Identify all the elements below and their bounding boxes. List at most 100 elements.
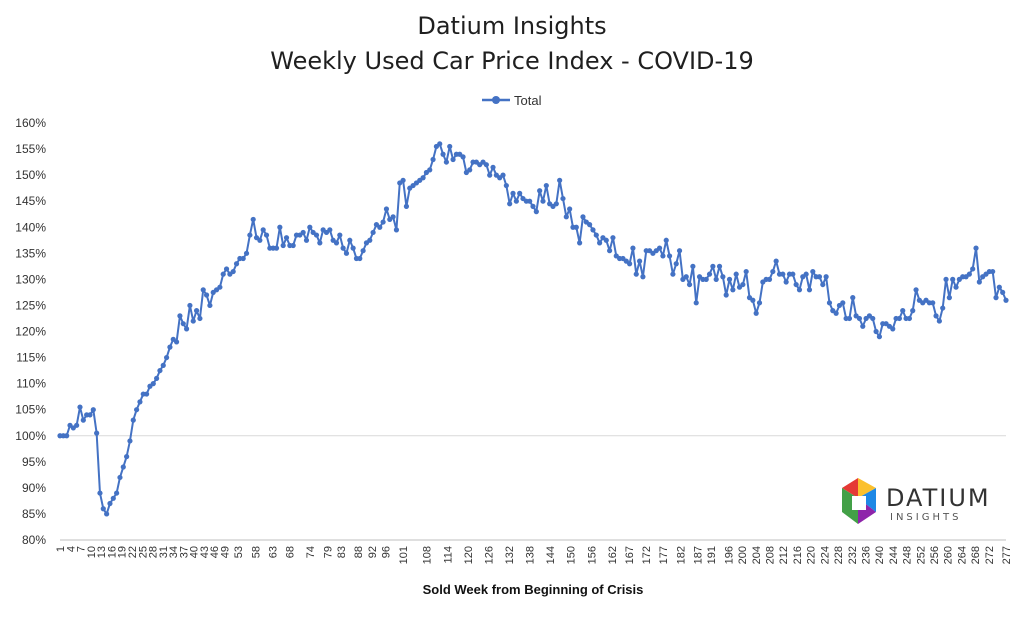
data-point — [906, 315, 913, 322]
data-point — [377, 224, 383, 230]
x-tick-label: 101 — [398, 546, 410, 564]
data-point — [670, 271, 676, 277]
y-tick-label: 85% — [22, 507, 46, 521]
x-tick-label: 208 — [765, 546, 777, 564]
x-tick-label: 244 — [888, 546, 900, 564]
data-point — [640, 274, 646, 280]
data-point — [587, 222, 593, 228]
data-point — [273, 245, 280, 251]
data-point — [743, 268, 749, 275]
x-tick-label: 49 — [220, 546, 232, 558]
y-tick-label: 90% — [22, 481, 46, 495]
data-point — [427, 167, 433, 173]
data-point — [976, 279, 982, 285]
data-point — [144, 391, 150, 397]
y-tick-label: 105% — [15, 403, 46, 417]
y-tick-label: 95% — [22, 455, 46, 469]
data-point — [950, 276, 956, 282]
data-point — [816, 274, 823, 280]
data-point — [730, 287, 736, 293]
x-tick-label: 126 — [483, 546, 495, 564]
data-point — [120, 464, 126, 470]
y-tick-label: 110% — [16, 377, 46, 391]
data-point — [350, 245, 356, 251]
data-point — [490, 164, 496, 170]
data-point — [150, 381, 156, 387]
data-point — [510, 190, 516, 196]
data-point — [277, 224, 283, 230]
data-point — [487, 172, 493, 178]
data-point — [333, 240, 340, 246]
data-point — [440, 151, 446, 157]
data-point — [597, 240, 603, 246]
data-point — [80, 417, 86, 423]
x-tick-label: 132 — [504, 546, 516, 564]
data-point — [666, 253, 673, 259]
data-point — [780, 271, 786, 277]
data-point — [796, 287, 803, 293]
y-tick-label: 150% — [15, 168, 46, 182]
data-point — [403, 203, 410, 209]
data-point — [543, 182, 549, 189]
x-tick-label: 68 — [285, 546, 297, 558]
data-point — [313, 232, 320, 238]
data-point — [933, 313, 939, 319]
legend-dot-marker — [492, 96, 500, 104]
series-line-total — [60, 142, 1007, 515]
data-point — [437, 141, 443, 147]
data-point — [420, 175, 426, 181]
data-point — [110, 495, 116, 501]
x-tick-label: 191 — [706, 546, 718, 564]
data-point — [846, 315, 853, 322]
x-tick-label: 228 — [833, 546, 845, 564]
data-point — [97, 490, 103, 496]
x-tick-label: 46 — [209, 546, 221, 558]
data-point — [300, 229, 306, 236]
data-point — [870, 315, 876, 322]
data-point — [720, 274, 726, 280]
data-point — [240, 255, 246, 262]
data-point — [850, 295, 856, 301]
data-point — [936, 318, 942, 324]
data-point — [826, 300, 833, 306]
data-point — [527, 198, 533, 204]
data-point — [783, 279, 789, 285]
data-point — [367, 237, 373, 243]
x-tick-label: 260 — [943, 546, 955, 564]
data-point — [710, 263, 716, 269]
data-point — [793, 281, 799, 288]
x-tick-label: 264 — [956, 546, 968, 564]
x-tick-label: 150 — [566, 546, 578, 564]
data-point — [656, 245, 663, 251]
x-tick-label: 88 — [353, 546, 365, 558]
logo-center — [852, 496, 866, 510]
x-tick-label: 28 — [148, 546, 160, 558]
data-point — [127, 438, 133, 444]
brand-sub: INSIGHTS — [890, 512, 961, 523]
data-point — [673, 261, 679, 267]
data-point — [257, 237, 263, 243]
x-tick-label: 92 — [367, 546, 379, 558]
x-tick-label: 1 — [55, 546, 67, 552]
chart-title-line-2: Weekly Used Car Price Index - COVID-19 — [270, 47, 753, 75]
data-point — [990, 268, 996, 275]
data-point — [577, 240, 583, 246]
x-tick-label: 83 — [336, 546, 348, 558]
data-point — [716, 263, 723, 269]
data-point — [107, 500, 113, 507]
data-point — [87, 412, 93, 418]
y-tick-label: 145% — [15, 194, 46, 208]
data-point — [220, 271, 226, 277]
x-tick-label: 212 — [778, 546, 790, 564]
data-point — [157, 367, 163, 374]
x-tick-label: 19 — [117, 546, 129, 558]
data-point — [686, 281, 693, 288]
data-point — [134, 407, 140, 413]
x-tick-label: 4 — [65, 546, 77, 552]
y-tick-label: 120% — [15, 325, 46, 339]
y-tick-label: 135% — [15, 246, 46, 260]
data-point — [250, 216, 256, 223]
data-point — [590, 227, 596, 233]
x-tick-label: 120 — [463, 546, 475, 564]
